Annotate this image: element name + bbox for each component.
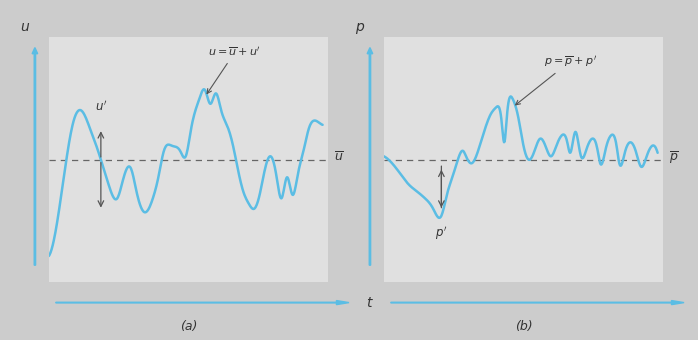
Text: u: u (20, 20, 29, 34)
Text: $u = \overline{u} + u'$: $u = \overline{u} + u'$ (207, 46, 262, 94)
Text: p: p (355, 20, 364, 34)
Text: $\overline{p}$: $\overline{p}$ (669, 150, 678, 166)
Text: $\overline{u}$: $\overline{u}$ (334, 151, 343, 165)
Text: $p = \overline{p} + p'$: $p = \overline{p} + p'$ (516, 54, 597, 105)
Text: (b): (b) (514, 320, 533, 333)
Text: $p'$: $p'$ (436, 224, 447, 242)
Text: (a): (a) (180, 320, 197, 333)
Text: t: t (366, 295, 372, 310)
Text: $u'$: $u'$ (95, 100, 107, 114)
